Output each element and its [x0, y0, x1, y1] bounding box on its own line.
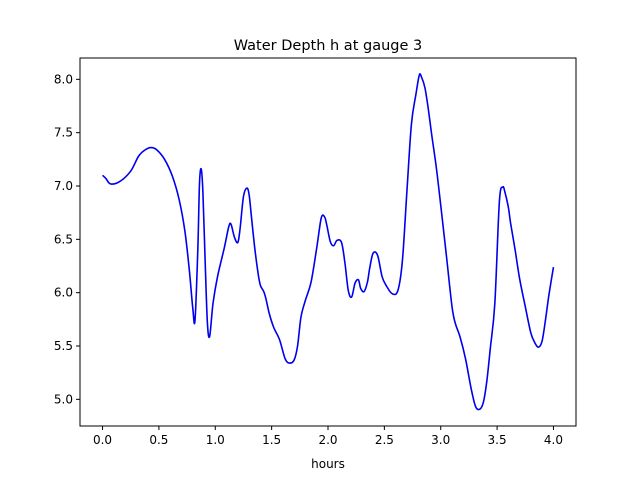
x-tick-label: 3.5: [488, 433, 507, 447]
y-axis: 5.0 5.5 6.0 6.5 7.0 7.5 8.0: [54, 72, 80, 406]
x-tick-label: 2.5: [375, 433, 394, 447]
chart-title: Water Depth h at gauge 3: [234, 38, 422, 54]
x-tick-label: 2.0: [318, 433, 337, 447]
y-tick-label: 5.0: [54, 392, 73, 406]
y-tick-label: 6.5: [54, 232, 73, 246]
plot-area: [101, 73, 555, 411]
x-tick-label: 0.0: [93, 433, 112, 447]
y-tick-label: 5.5: [54, 339, 73, 353]
x-tick-label: 0.5: [149, 433, 168, 447]
x-axis: 0.0 0.5 1.0 1.5 2.0 2.5 3.0 3.5 4.0: [93, 426, 563, 447]
series-line: [101, 73, 555, 411]
x-tick-label: 1.5: [262, 433, 281, 447]
x-tick-label: 1.0: [206, 433, 225, 447]
x-axis-label: hours: [311, 457, 345, 471]
y-tick-label: 8.0: [54, 72, 73, 86]
x-tick-label: 3.0: [431, 433, 450, 447]
y-tick-label: 6.0: [54, 286, 73, 300]
y-tick-label: 7.0: [54, 179, 73, 193]
y-tick-label: 7.5: [54, 126, 73, 140]
axes-frame: [79, 57, 577, 427]
x-tick-label: 4.0: [544, 433, 563, 447]
